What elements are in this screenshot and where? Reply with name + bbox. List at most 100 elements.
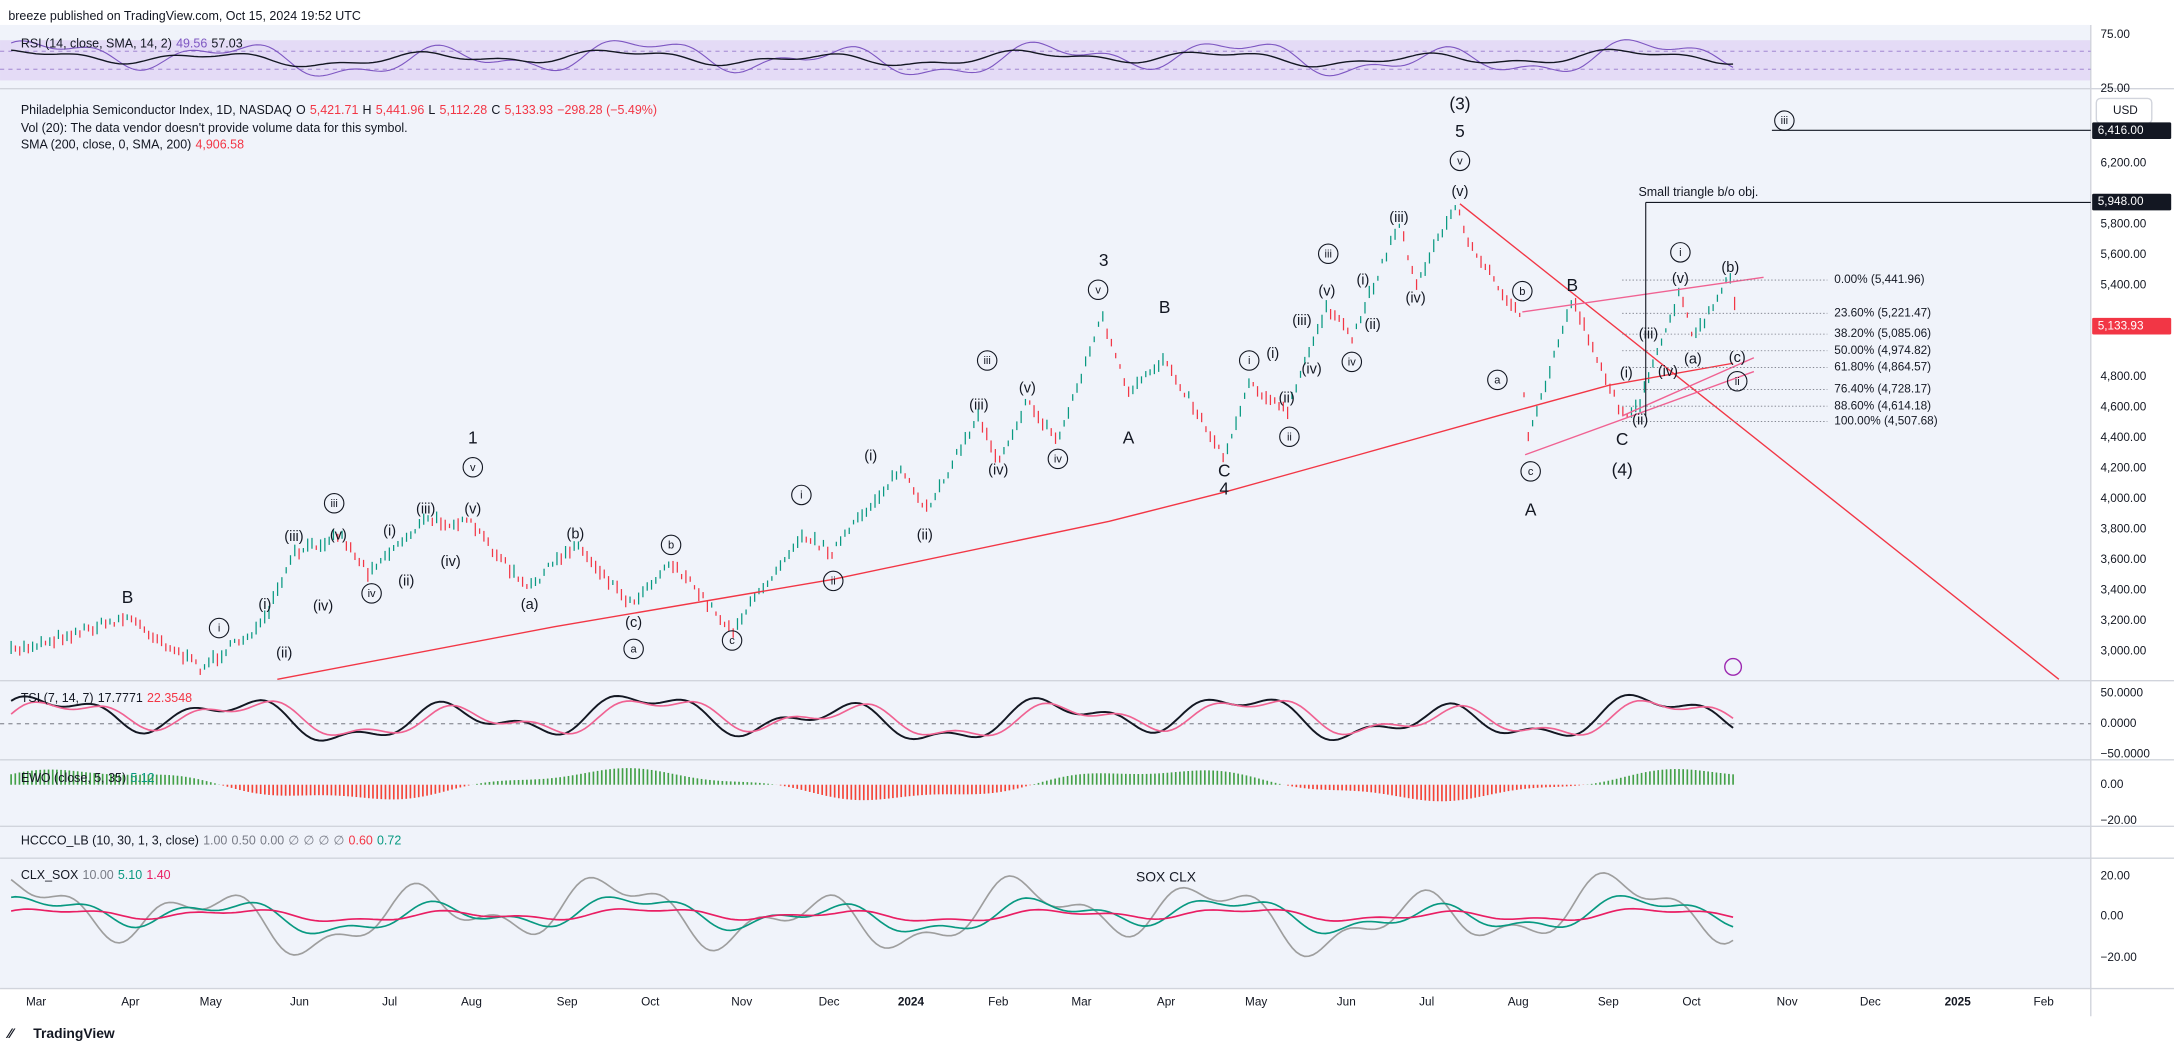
rsi-band bbox=[0, 40, 2091, 81]
wave-label: (ii) bbox=[1632, 413, 1648, 429]
wave-circle bbox=[1487, 369, 1508, 391]
price-tick-label: 3,600.00 bbox=[2100, 553, 2146, 566]
price-tag-label: 5,948.00 bbox=[2098, 195, 2144, 208]
wave-circle bbox=[1774, 110, 1795, 131]
wave-label: (iii) bbox=[1389, 210, 1408, 226]
wave-circle bbox=[1670, 242, 1691, 263]
price-tick-label: 5,800.00 bbox=[2100, 218, 2146, 231]
ohlc-value: 5,133.93 bbox=[504, 103, 553, 117]
legend-part: SMA (200, close, 0, SMA, 200) bbox=[21, 138, 191, 152]
wave-label: iv bbox=[1348, 356, 1356, 368]
time-tick-label: Apr bbox=[1157, 996, 1175, 1009]
wave-label: ii bbox=[1735, 376, 1740, 388]
price-tag bbox=[2092, 317, 2172, 335]
indicator-tick-label: 75.00 bbox=[2100, 28, 2130, 41]
fib-label: 23.60% (5,221.47) bbox=[1834, 306, 1931, 319]
wave-label: (ii) bbox=[276, 646, 292, 662]
wave-label: a bbox=[1494, 374, 1501, 386]
price-tick-label: 6,200.00 bbox=[2100, 157, 2146, 170]
time-tick-label: Feb bbox=[988, 996, 1009, 1009]
price-tick-label: 4,000.00 bbox=[2100, 492, 2146, 505]
wave-label: (3) bbox=[1449, 93, 1470, 113]
clx-gray bbox=[10, 872, 1734, 958]
price-tick-label: 3,800.00 bbox=[2100, 523, 2146, 536]
time-tick-label: 2024 bbox=[898, 996, 925, 1009]
indicator-tick-label: −20.00 bbox=[2100, 951, 2137, 964]
wave-label: c bbox=[1528, 466, 1534, 478]
price-tick-label: 5,400.00 bbox=[2100, 279, 2146, 292]
time-tick-label: Feb bbox=[2034, 996, 2055, 1009]
fib-label: 0.00% (5,441.96) bbox=[1834, 273, 1924, 286]
indicator-tick-label: 0.00 bbox=[2100, 910, 2123, 923]
time-tick-label: Dec bbox=[1860, 996, 1881, 1009]
legend-part: 0.00 bbox=[260, 834, 284, 848]
chart-area bbox=[0, 24, 2091, 989]
wave-label: B bbox=[1159, 297, 1171, 317]
fib-label: 100.00% (4,507.68) bbox=[1834, 415, 1937, 428]
trend-line bbox=[1459, 203, 2060, 680]
tsi-signal bbox=[10, 699, 1734, 737]
wave-circle bbox=[323, 493, 345, 514]
brand-logo: ⁄⁄ bbox=[5, 1025, 15, 1041]
wave-label: C bbox=[1218, 461, 1231, 481]
time-tick-label: Aug bbox=[1508, 996, 1529, 1009]
wave-label: (v) bbox=[1672, 271, 1689, 287]
legend-part: 49.56 bbox=[176, 37, 207, 51]
legend: Philadelphia Semiconductor Index, 1D, NA… bbox=[21, 103, 657, 117]
fib-label: 88.60% (4,614.18) bbox=[1834, 399, 1931, 412]
rsi-sma bbox=[11, 48, 1734, 68]
ohlc-value: 5,441.96 bbox=[376, 103, 425, 117]
wave-label: (c) bbox=[625, 615, 642, 631]
legend-part: 4,906.58 bbox=[195, 138, 244, 152]
price-tick-label: 5,600.00 bbox=[2100, 248, 2146, 261]
legend: HCCCO_LB (10, 30, 1, 3, close) 1.00 0.50 0.… bbox=[21, 834, 402, 848]
wave-circle bbox=[361, 583, 382, 604]
wave-label: (iii) bbox=[416, 501, 435, 517]
wave-label: (a) bbox=[521, 597, 539, 613]
wave-label: (i) bbox=[383, 524, 396, 540]
time-tick-label: Oct bbox=[1682, 996, 1701, 1009]
wave-label: c bbox=[729, 635, 735, 647]
legend-part: TSI (7, 14, 7) bbox=[21, 691, 94, 705]
time-tick-label: Aug bbox=[461, 996, 482, 1009]
trend-line bbox=[1522, 276, 1764, 313]
time-tick-label: Mar bbox=[1071, 996, 1091, 1009]
rsi-line bbox=[10, 39, 1734, 77]
legend-part: 17.7771 bbox=[98, 691, 143, 705]
wave-label: i bbox=[218, 623, 220, 635]
wave-label: (i) bbox=[1356, 273, 1369, 289]
time-tick-label: Jul bbox=[1419, 996, 1434, 1009]
wave-label: (iii) bbox=[1292, 313, 1311, 329]
wave-circle bbox=[791, 484, 812, 506]
time-tick-label: May bbox=[200, 996, 222, 1009]
legend-part: 0.50 bbox=[232, 834, 256, 848]
legend-part: ∅ bbox=[303, 834, 314, 848]
wave-label: iii bbox=[1781, 115, 1788, 127]
price-tag bbox=[2092, 193, 2172, 211]
publisher: breeze published on TradingView.com, Oct… bbox=[8, 9, 361, 23]
wave-label: iv bbox=[1054, 454, 1062, 466]
legend: Vol (20): The data vendor doesn't provid… bbox=[21, 121, 408, 135]
legend-part: 1.40 bbox=[146, 869, 170, 883]
wave-label: (i) bbox=[1620, 365, 1633, 381]
wave-label: 3 bbox=[1099, 250, 1109, 270]
fib-label: 50.00% (4,974.82) bbox=[1834, 344, 1931, 357]
time-tick-label: Nov bbox=[731, 996, 752, 1009]
wave-circle bbox=[1087, 279, 1109, 301]
wave-label: b bbox=[1519, 286, 1525, 298]
sma-line bbox=[277, 362, 1734, 681]
wave-label: (iv) bbox=[1302, 361, 1322, 377]
wave-label: i bbox=[1248, 355, 1250, 367]
wave-label: 1 bbox=[468, 427, 478, 447]
wave-label: (4) bbox=[1612, 459, 1633, 479]
indicator-tick-label: 0.00 bbox=[2100, 778, 2123, 791]
indicator-tick-label: −20.00 bbox=[2100, 814, 2137, 827]
wave-label: b bbox=[668, 539, 674, 551]
time-tick-label: Dec bbox=[819, 996, 840, 1009]
indicator-tick-label: −50.0000 bbox=[2100, 747, 2150, 760]
price-tick-label: 3,400.00 bbox=[2100, 584, 2146, 597]
price-tick-label: 4,400.00 bbox=[2100, 431, 2146, 444]
wave-label: ii bbox=[1287, 431, 1292, 443]
clx-red bbox=[10, 907, 1734, 922]
wave-circle bbox=[1279, 426, 1300, 447]
